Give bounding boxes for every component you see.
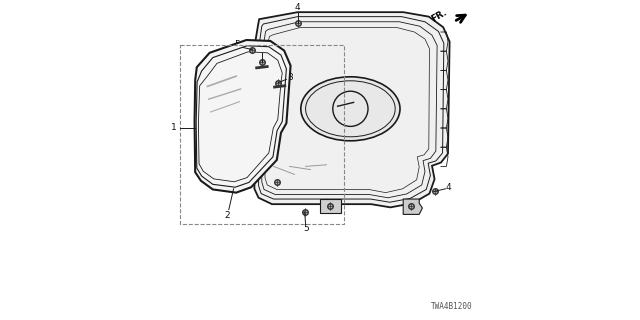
Text: TWA4B1200: TWA4B1200 xyxy=(431,302,473,311)
Text: 5: 5 xyxy=(304,224,309,233)
Ellipse shape xyxy=(301,77,400,141)
Text: 3: 3 xyxy=(288,73,293,82)
Polygon shape xyxy=(320,199,340,213)
Polygon shape xyxy=(403,199,422,214)
Text: 2: 2 xyxy=(225,211,230,220)
Text: 5: 5 xyxy=(235,40,240,49)
Text: FR.: FR. xyxy=(429,7,448,23)
Text: 1: 1 xyxy=(171,124,176,132)
Text: 4: 4 xyxy=(446,183,451,192)
Polygon shape xyxy=(254,12,450,207)
Polygon shape xyxy=(195,40,291,193)
Text: 4: 4 xyxy=(295,3,300,12)
Text: 3: 3 xyxy=(259,43,264,52)
